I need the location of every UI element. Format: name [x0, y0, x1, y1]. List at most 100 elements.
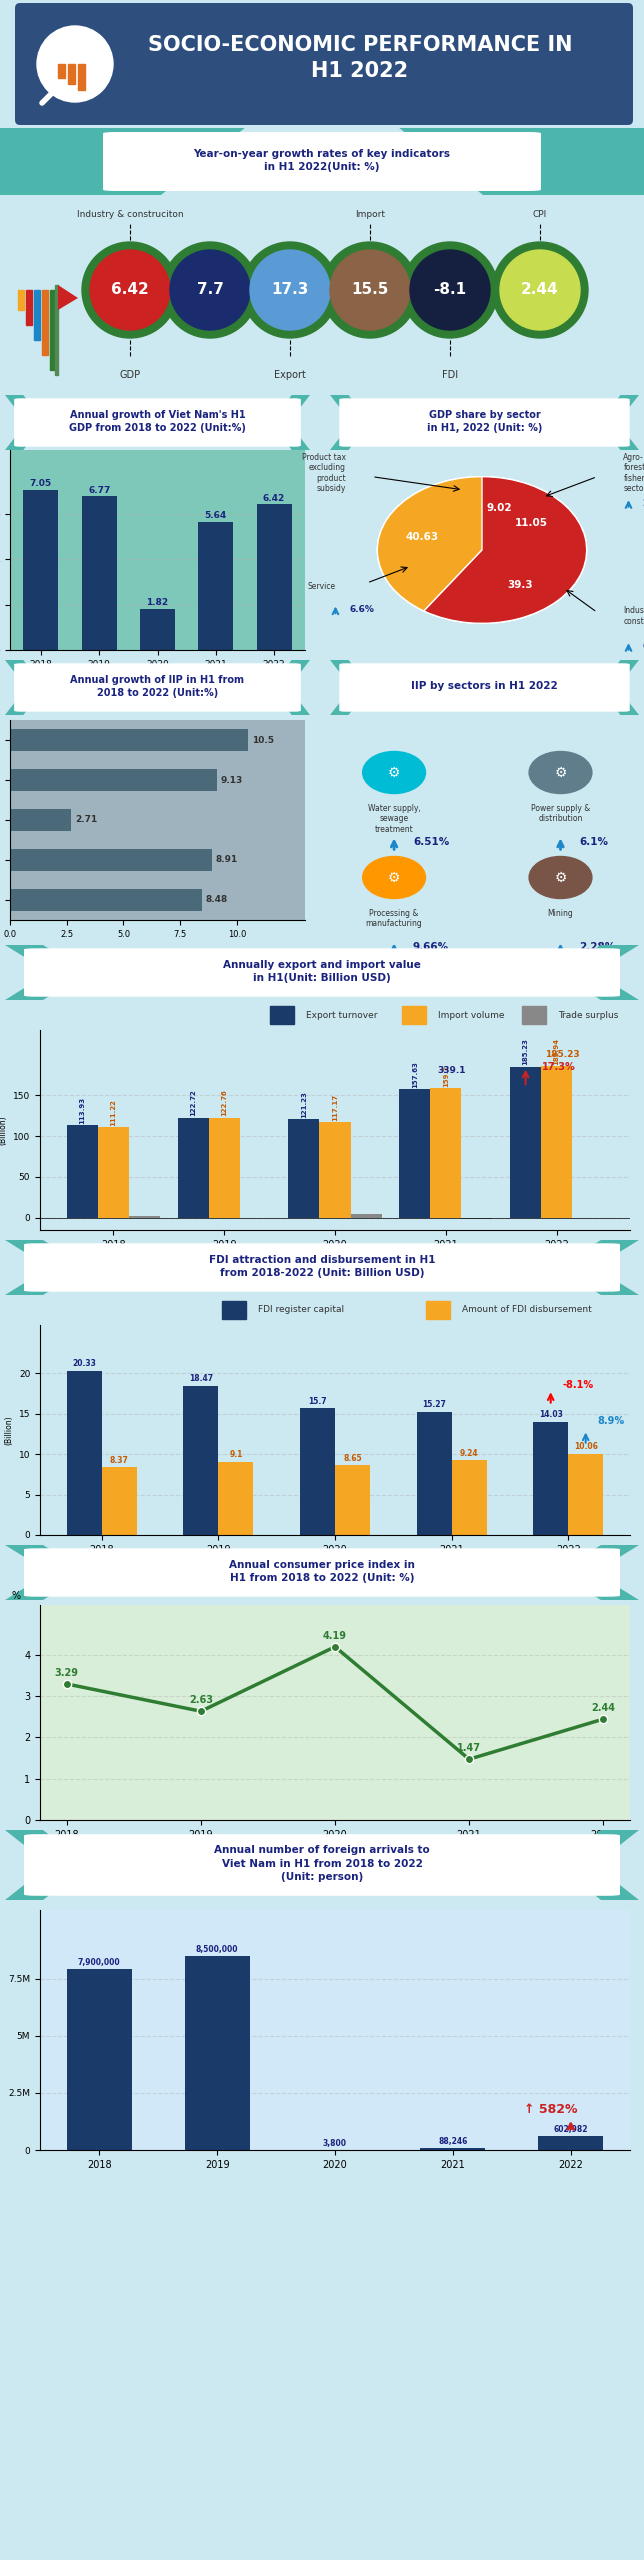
Bar — [23, 489, 59, 650]
Text: 2.28%: 2.28% — [580, 942, 616, 952]
Circle shape — [90, 251, 170, 330]
Text: 3.29: 3.29 — [55, 1667, 79, 1677]
Wedge shape — [377, 476, 582, 612]
Bar — [184, 1385, 218, 1536]
Text: IIP by sectors in H1 2022: IIP by sectors in H1 2022 — [411, 681, 558, 691]
FancyBboxPatch shape — [339, 663, 630, 712]
Circle shape — [170, 251, 250, 330]
Text: 157.63: 157.63 — [412, 1060, 418, 1088]
Bar — [58, 64, 65, 77]
Circle shape — [322, 243, 418, 338]
Text: 6.42: 6.42 — [111, 282, 149, 297]
Bar — [68, 64, 75, 84]
Circle shape — [500, 251, 580, 330]
Text: 17.3%: 17.3% — [542, 1062, 576, 1073]
Text: 3,800: 3,800 — [323, 2140, 347, 2148]
Bar — [78, 64, 85, 90]
Text: FDI register capital: FDI register capital — [258, 1306, 344, 1313]
FancyBboxPatch shape — [339, 399, 630, 445]
Bar — [451, 1459, 487, 1536]
Text: 111.22: 111.22 — [110, 1098, 117, 1126]
Bar — [300, 1408, 335, 1536]
Polygon shape — [556, 1830, 639, 1900]
Bar — [82, 497, 117, 650]
FancyBboxPatch shape — [103, 133, 541, 192]
Polygon shape — [58, 284, 78, 310]
Text: SOCIO-ECONOMIC PERFORMANCE IN
H1 2022: SOCIO-ECONOMIC PERFORMANCE IN H1 2022 — [147, 36, 573, 82]
Text: 8,500,000: 8,500,000 — [196, 1946, 238, 1953]
Text: Industry&
construction: Industry& construction — [623, 607, 644, 625]
Text: 6.77: 6.77 — [88, 486, 110, 494]
Bar — [67, 1370, 102, 1536]
Text: Agro-
forestry-
fishery
sector: Agro- forestry- fishery sector — [623, 453, 644, 494]
Bar — [319, 1121, 350, 1219]
Bar — [50, 289, 56, 371]
Bar — [426, 1300, 450, 1318]
Bar — [270, 1006, 294, 1024]
Text: 4.19: 4.19 — [323, 1631, 347, 1641]
Text: 117.17: 117.17 — [332, 1093, 338, 1121]
FancyBboxPatch shape — [15, 3, 633, 125]
FancyBboxPatch shape — [24, 1244, 620, 1293]
Text: Annual consumer price index in
H1 from 2018 to 2022 (Unit: %): Annual consumer price index in H1 from 2… — [229, 1559, 415, 1582]
Polygon shape — [5, 660, 44, 714]
Text: GDP: GDP — [119, 371, 140, 379]
Text: 6.1%: 6.1% — [580, 837, 609, 847]
Circle shape — [363, 753, 426, 794]
Text: 67.7%: 67.7% — [642, 643, 644, 650]
Text: FDI: FDI — [442, 371, 458, 379]
Bar — [510, 1068, 541, 1219]
Bar — [185, 1956, 249, 2150]
Text: 2.63: 2.63 — [189, 1695, 213, 1705]
Bar — [399, 1088, 430, 1219]
Polygon shape — [330, 660, 370, 714]
Bar — [533, 1421, 568, 1536]
Wedge shape — [377, 476, 587, 622]
Circle shape — [529, 753, 592, 794]
Text: 88,246: 88,246 — [438, 2138, 468, 2145]
Text: Annual growth of Viet Nam's H1
GDP from 2018 to 2022 (Unit:%): Annual growth of Viet Nam's H1 GDP from … — [69, 410, 246, 433]
Y-axis label: USD
(Billion): USD (Billion) — [0, 1116, 8, 1144]
Text: 8.9%: 8.9% — [598, 1416, 625, 1426]
Text: 122.72: 122.72 — [190, 1091, 196, 1116]
Text: Import volume: Import volume — [438, 1011, 504, 1019]
Bar — [222, 1300, 246, 1318]
Circle shape — [250, 251, 330, 330]
Text: 2.44: 2.44 — [591, 1702, 615, 1713]
Text: 1.82: 1.82 — [146, 599, 169, 607]
Bar — [18, 289, 24, 310]
Circle shape — [37, 26, 113, 102]
Bar — [541, 1065, 572, 1219]
Polygon shape — [5, 1546, 88, 1600]
Text: 39.3: 39.3 — [507, 581, 533, 591]
Text: 8.48: 8.48 — [206, 896, 228, 904]
Text: 339.1: 339.1 — [437, 1065, 466, 1075]
Text: -8.1: -8.1 — [433, 282, 466, 297]
Bar — [10, 809, 71, 832]
Polygon shape — [5, 945, 88, 1001]
Text: CPI: CPI — [533, 210, 547, 220]
Text: Trade surplus: Trade surplus — [558, 1011, 618, 1019]
Text: 10.06: 10.06 — [574, 1441, 598, 1452]
Polygon shape — [399, 128, 644, 195]
Y-axis label: %: % — [12, 1590, 21, 1600]
Polygon shape — [330, 394, 370, 451]
Text: 9.24: 9.24 — [460, 1449, 478, 1459]
Bar — [178, 1119, 209, 1219]
Bar — [34, 289, 40, 340]
Text: ⚙: ⚙ — [388, 870, 401, 886]
Bar — [209, 1119, 240, 1219]
Text: 18.47: 18.47 — [189, 1375, 213, 1382]
Text: -8.1%: -8.1% — [562, 1380, 594, 1390]
Text: 113.93: 113.93 — [79, 1096, 86, 1124]
Text: Water supply,
sewage
treatment: Water supply, sewage treatment — [368, 804, 421, 835]
Text: Mining: Mining — [547, 909, 573, 919]
Polygon shape — [5, 1239, 88, 1295]
Bar — [417, 1411, 451, 1536]
Bar — [10, 730, 249, 750]
FancyBboxPatch shape — [24, 1833, 620, 1897]
FancyBboxPatch shape — [14, 399, 301, 445]
Bar — [350, 1213, 381, 1219]
Text: 17.3: 17.3 — [271, 282, 308, 297]
Polygon shape — [270, 394, 310, 451]
